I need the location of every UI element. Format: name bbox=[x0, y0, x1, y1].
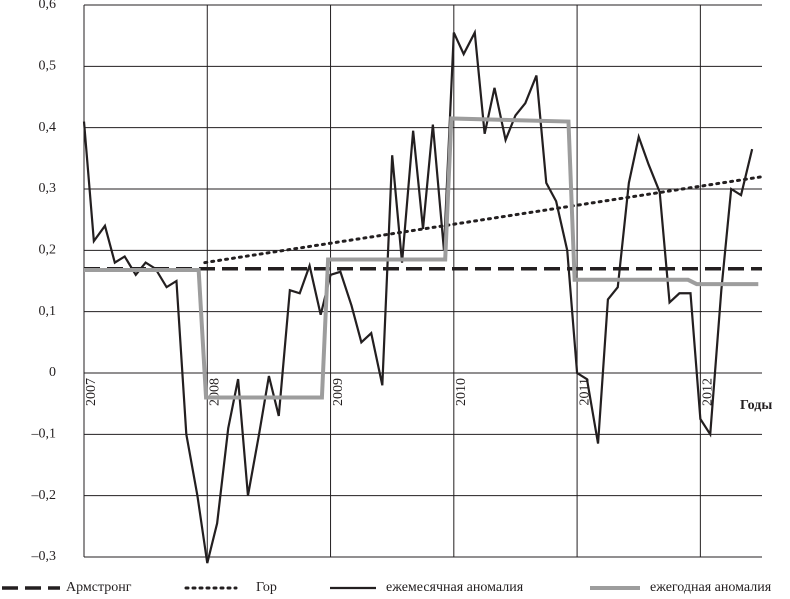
y-tick-label: –0,1 bbox=[31, 427, 57, 442]
y-tick-label: 0,1 bbox=[39, 304, 57, 319]
x-tick-label: 2010 bbox=[454, 378, 469, 406]
legend-label: ежемесячная аномалия bbox=[386, 580, 524, 595]
y-tick-label: 0,6 bbox=[39, 0, 57, 12]
legend-label: Армстронг bbox=[66, 580, 132, 595]
x-axis-label: Годы bbox=[740, 398, 772, 413]
y-tick-label: –0,2 bbox=[31, 488, 57, 503]
series-line bbox=[203, 175, 764, 265]
y-tick-label: 0 bbox=[49, 365, 56, 380]
legend-label: Гор bbox=[256, 580, 277, 595]
y-tick-label: 0,5 bbox=[39, 59, 57, 74]
y-tick-label: –0,3 bbox=[31, 549, 57, 564]
x-tick-label: 2012 bbox=[701, 378, 716, 406]
x-tick-label: 2008 bbox=[207, 378, 222, 406]
series-line bbox=[82, 28, 754, 564]
y-tick-label: 0,3 bbox=[39, 181, 57, 196]
x-tick-label: 2009 bbox=[331, 378, 346, 406]
y-tick-label: 0,2 bbox=[39, 243, 57, 258]
legend-label: ежегодная аномалия bbox=[650, 580, 772, 595]
series-line bbox=[84, 116, 759, 400]
y-tick-label: 0,4 bbox=[39, 120, 57, 135]
x-tick-label: 2007 bbox=[84, 378, 99, 406]
